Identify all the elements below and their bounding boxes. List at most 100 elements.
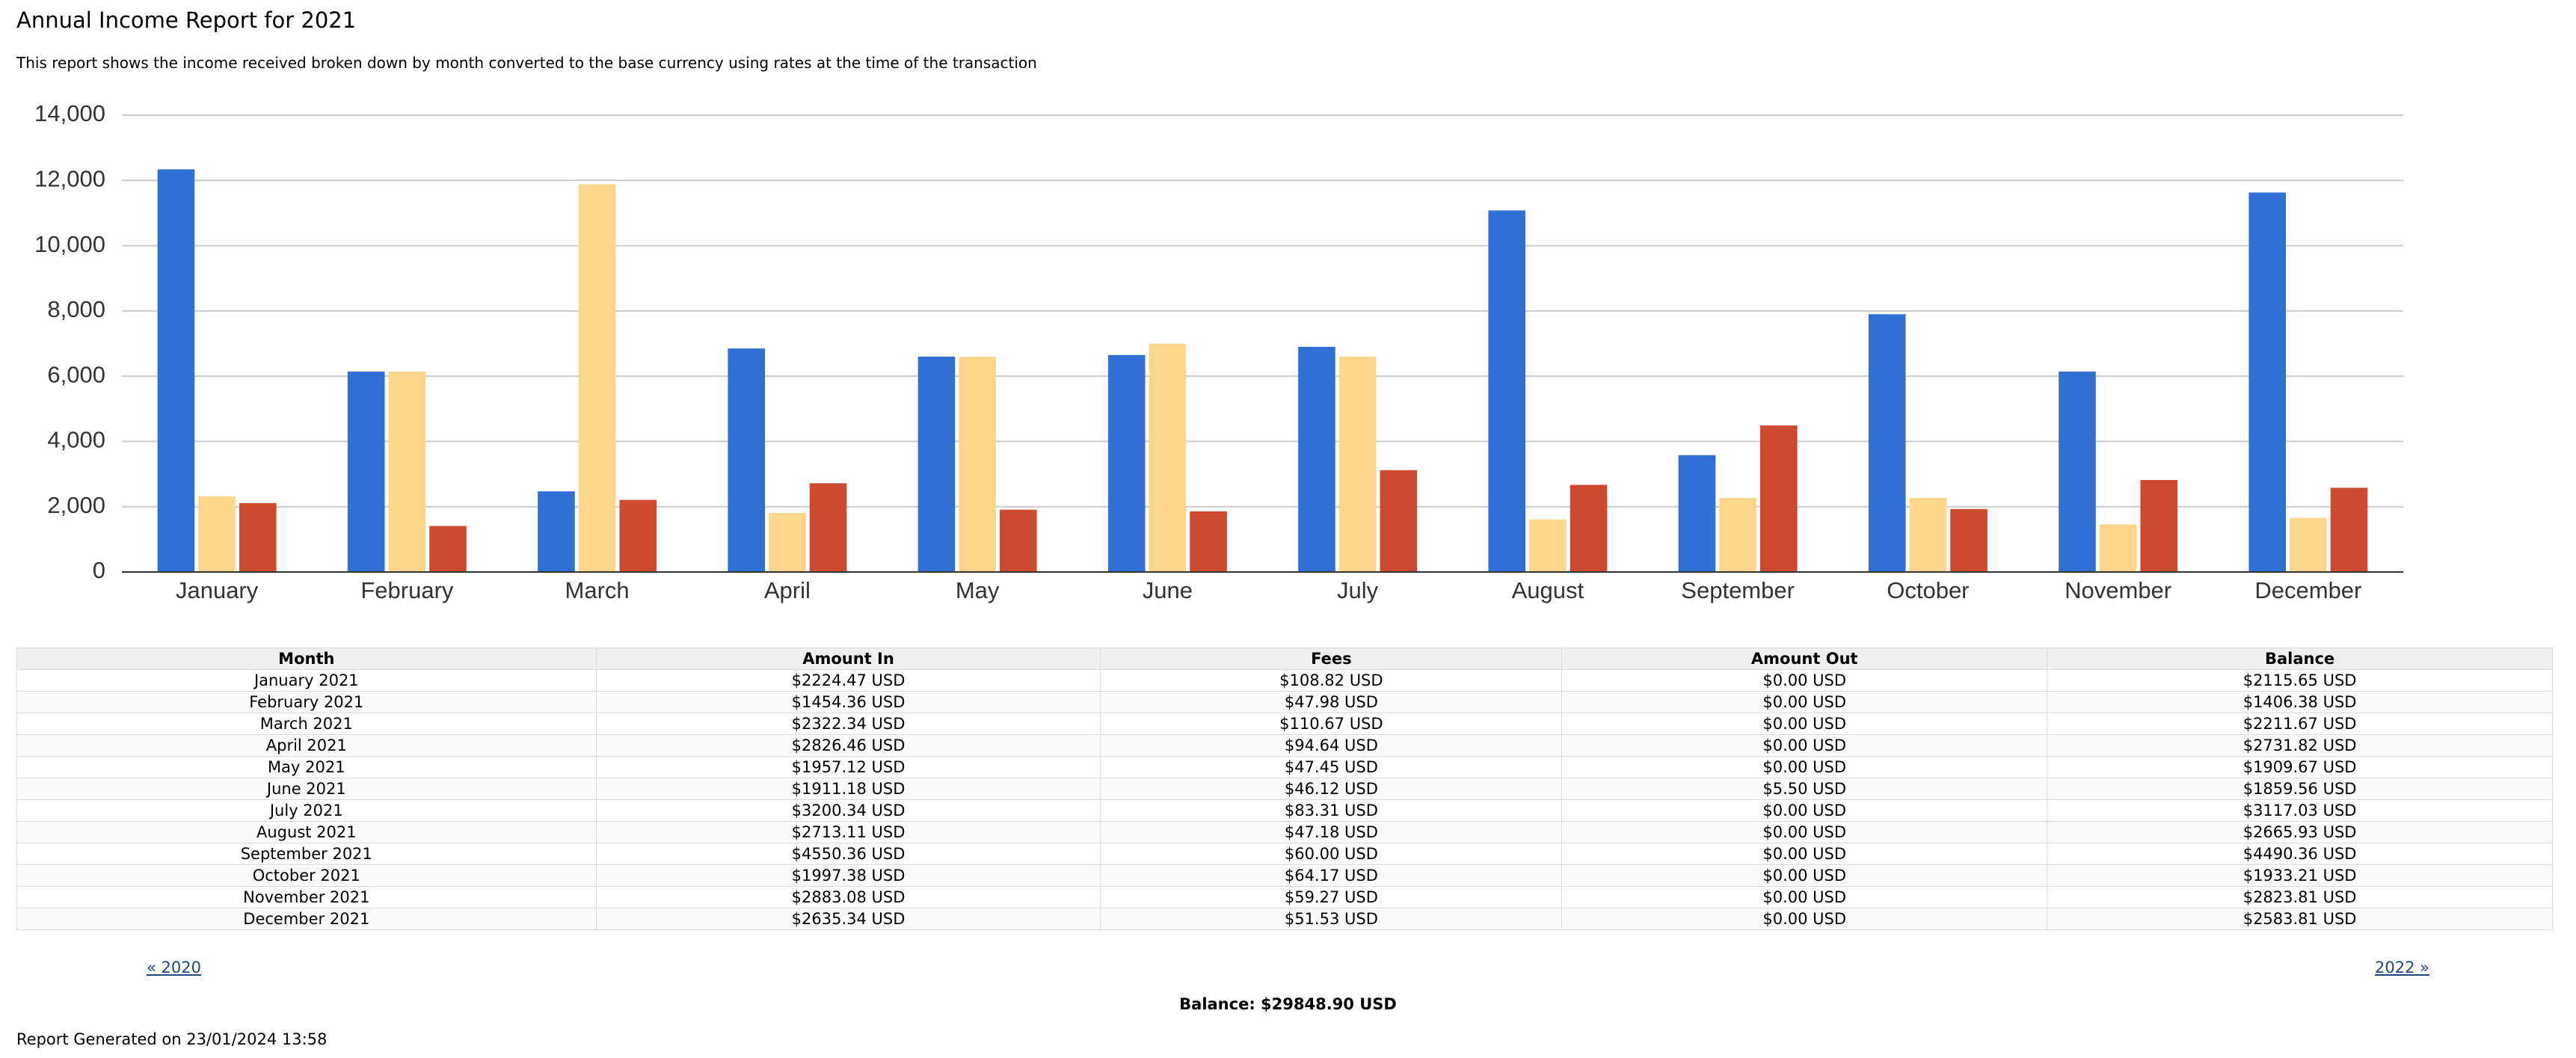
table-cell: April 2021: [16, 734, 597, 757]
table-cell: $1957.12 USD: [595, 756, 1101, 778]
table-cell: $2224.47 USD: [595, 669, 1101, 692]
bar: [2330, 488, 2368, 572]
table-cell: $1909.67 USD: [2047, 756, 2553, 778]
table-row: March 2021 $2322.34 USD $110.67 USD $0.00 U…: [16, 713, 2553, 735]
chart: 0 2,000 4,000 6,000 8,000 10,000 12,000 14,000 J…: [34, 100, 2403, 603]
table-cell: $59.27 USD: [1100, 886, 1563, 908]
bar: [538, 491, 575, 572]
table-cell: $0.00 USD: [1561, 799, 2048, 822]
table-cell: $83.31 USD: [1100, 799, 1563, 822]
bar: [2099, 524, 2137, 572]
bar: [2140, 479, 2178, 572]
bar: [429, 526, 467, 572]
income-table: Month Amount In Fees Amount Out Balance Janu…: [16, 648, 2553, 930]
bar: [1759, 425, 1798, 572]
table-cell: $51.53 USD: [1100, 908, 1563, 930]
table-cell: $0.00 USD: [1561, 756, 2048, 778]
column-header: Fees: [1100, 648, 1563, 670]
bar: [198, 496, 236, 572]
table-cell: $0.00 USD: [1561, 908, 2048, 930]
bar: [578, 184, 616, 573]
table-row: January 2021 $2224.47 USD $108.82 USD $0.00…: [16, 669, 2553, 692]
table-cell: $64.17 USD: [1100, 864, 1563, 887]
column-header: Amount In: [595, 648, 1101, 670]
table-cell: $1933.21 USD: [2047, 864, 2553, 887]
table-cell: $4490.36 USD: [2047, 843, 2553, 865]
bar: [1719, 497, 1756, 572]
bar: [1529, 519, 1567, 572]
bar: [809, 483, 847, 572]
table-cell: $110.67 USD: [1100, 713, 1563, 735]
y-tick-label: 10,000: [34, 231, 105, 257]
bar: [2059, 372, 2096, 572]
table-cell: November 2021: [16, 886, 597, 908]
table-cell: $0.00 USD: [1561, 843, 2048, 865]
table-row: February 2021 $1454.36 USD $47.98 USD $0.00…: [16, 691, 2553, 713]
y-tick-label: 14,000: [34, 100, 105, 126]
table-cell: October 2021: [16, 864, 597, 887]
table-body: January 2021 $2224.47 USD $108.82 USD $0.00…: [16, 669, 2553, 930]
bar: [619, 499, 657, 572]
table-cell: $47.45 USD: [1100, 756, 1563, 778]
bar: [999, 509, 1037, 572]
table-cell: $2713.11 USD: [595, 821, 1101, 843]
bar: [1338, 356, 1377, 572]
table-cell: $0.00 USD: [1561, 713, 2048, 735]
x-tick-label: January: [176, 577, 259, 603]
table-row: April 2021 $2826.46 USD $94.64 USD $0.00 US…: [16, 734, 2553, 757]
report-title: Annual Income Report for 2021: [16, 7, 357, 33]
table-cell: $2823.81 USD: [2047, 886, 2553, 908]
x-tick-label: October: [1887, 577, 1969, 603]
table-cell: $60.00 USD: [1100, 843, 1563, 865]
y-tick-label: 0: [93, 557, 105, 583]
bar: [239, 502, 277, 572]
table-cell: $0.00 USD: [1561, 886, 2048, 908]
table-row: October 2021 $1997.38 USD $64.17 USD $0.00 …: [16, 864, 2553, 887]
table-cell: $47.18 USD: [1100, 821, 1563, 843]
table-cell: March 2021: [16, 713, 597, 735]
table-cell: December 2021: [16, 908, 597, 930]
table-cell: $0.00 USD: [1561, 734, 2048, 757]
table-cell: June 2021: [16, 778, 597, 800]
table-cell: $2635.34 USD: [595, 908, 1101, 930]
table-cell: $2583.81 USD: [2047, 908, 2553, 930]
bar: [2290, 517, 2327, 572]
table-row: July 2021 $3200.34 USD $83.31 USD $0.00 USD…: [16, 799, 2553, 822]
x-tick-label: February: [360, 577, 454, 603]
table-cell: $2211.67 USD: [2047, 713, 2553, 735]
bar: [769, 513, 806, 572]
bar: [959, 356, 996, 572]
y-tick-label: 8,000: [47, 296, 105, 322]
table-cell: January 2021: [16, 669, 597, 692]
table-cell: $1406.38 USD: [2047, 691, 2553, 713]
table-cell: $108.82 USD: [1100, 669, 1563, 692]
bar: [1380, 470, 1418, 572]
table-cell: $4550.36 USD: [595, 843, 1101, 865]
column-header: Balance: [2047, 648, 2553, 670]
y-tick-label: 2,000: [47, 492, 105, 518]
table-cell: August 2021: [16, 821, 597, 843]
y-tick-label: 4,000: [47, 427, 105, 453]
bar: [1488, 210, 1526, 572]
table-cell: $2883.08 USD: [595, 886, 1101, 908]
prev-year-link[interactable]: « 2020: [147, 959, 201, 977]
table-cell: $5.50 USD: [1561, 778, 2048, 800]
bar: [157, 169, 195, 572]
next-year-link[interactable]: 2022 »: [2375, 959, 2429, 977]
table-cell: February 2021: [16, 691, 597, 713]
x-tick-label: September: [1681, 577, 1795, 603]
table-cell: $2731.82 USD: [2047, 734, 2553, 757]
table-cell: $46.12 USD: [1100, 778, 1563, 800]
table-cell: $2115.65 USD: [2047, 669, 2553, 692]
table-row: May 2021 $1957.12 USD $47.45 USD $0.00 USD $…: [16, 756, 2553, 778]
generated-note: Report Generated on 23/01/2024 13:58: [16, 1030, 328, 1048]
table-cell: $2322.34 USD: [595, 713, 1101, 735]
table-row: December 2021 $2635.34 USD $51.53 USD $0.00…: [16, 908, 2553, 930]
table-cell: $3200.34 USD: [595, 799, 1101, 822]
x-tick-label: August: [1512, 577, 1584, 603]
table-cell: $2665.93 USD: [2047, 821, 2553, 843]
bar: [1190, 511, 1227, 572]
bar: [1570, 485, 1608, 572]
table-cell: $3117.03 USD: [2047, 799, 2553, 822]
